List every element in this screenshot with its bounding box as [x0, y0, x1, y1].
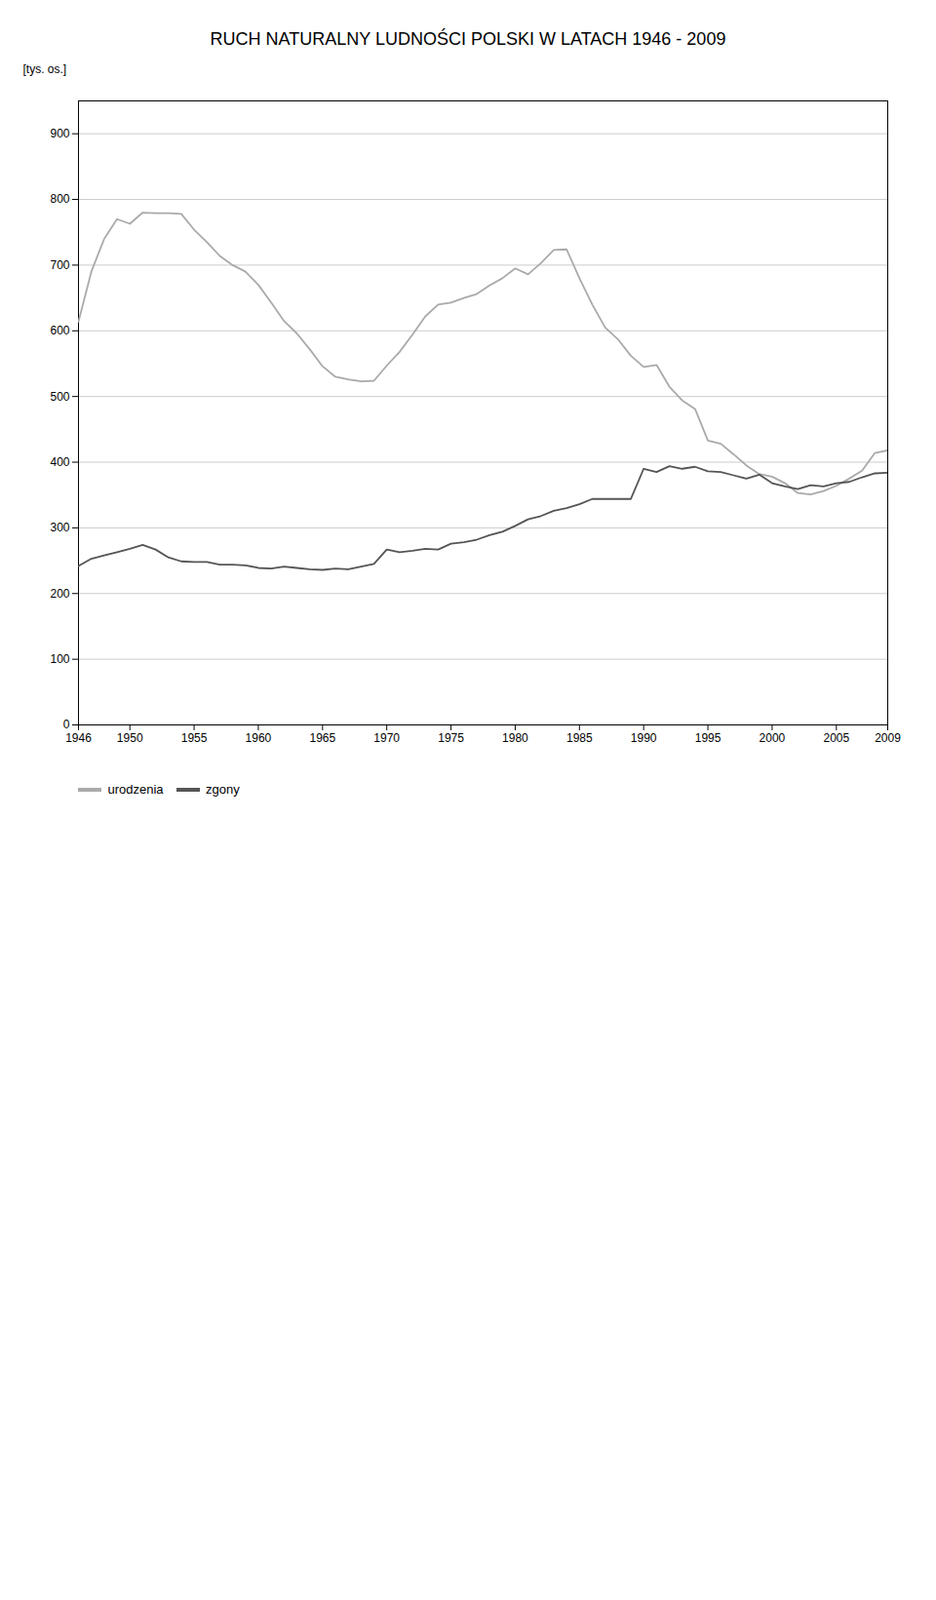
html-text:urodzenia: urodzenia	[107, 781, 164, 797]
svg-text:100: 100	[49, 652, 70, 666]
svg-text:900: 900	[49, 126, 70, 141]
svg-text:1975: 1975	[437, 731, 465, 745]
svg-text:600: 600	[49, 323, 70, 338]
html-text:RUCH NATURALNY LUDNOŚCI POLSKI: RUCH NATURALNY LUDNOŚCI POLSKI W LATACH …	[210, 29, 726, 49]
svg-text:1970: 1970	[373, 731, 400, 745]
svg-text:0: 0	[63, 717, 71, 732]
svg-text:1980: 1980	[502, 731, 529, 745]
svg-text:1955: 1955	[181, 731, 208, 745]
svg-text:1950: 1950	[117, 731, 144, 745]
svg-text:2005: 2005	[822, 731, 850, 745]
svg-text:300: 300	[49, 520, 70, 535]
svg-text:800: 800	[49, 192, 70, 206]
svg-text:500: 500	[49, 389, 70, 403]
svg-text:1965: 1965	[309, 731, 336, 745]
svg-text:1995: 1995	[695, 731, 722, 745]
html-text:zgony: zgony	[205, 781, 240, 797]
svg-text:2009: 2009	[874, 731, 901, 745]
svg-text:200: 200	[49, 586, 70, 601]
svg-text:700: 700	[49, 258, 70, 273]
svg-text:1985: 1985	[566, 731, 593, 745]
svg-text:2000: 2000	[759, 731, 786, 745]
svg-text:1960: 1960	[245, 731, 273, 745]
svg-text:400: 400	[49, 455, 70, 469]
svg-text:1990: 1990	[630, 731, 658, 745]
svg-text:[tys. os.]: [tys. os.]	[23, 62, 68, 77]
svg-text:1946: 1946	[65, 731, 92, 745]
